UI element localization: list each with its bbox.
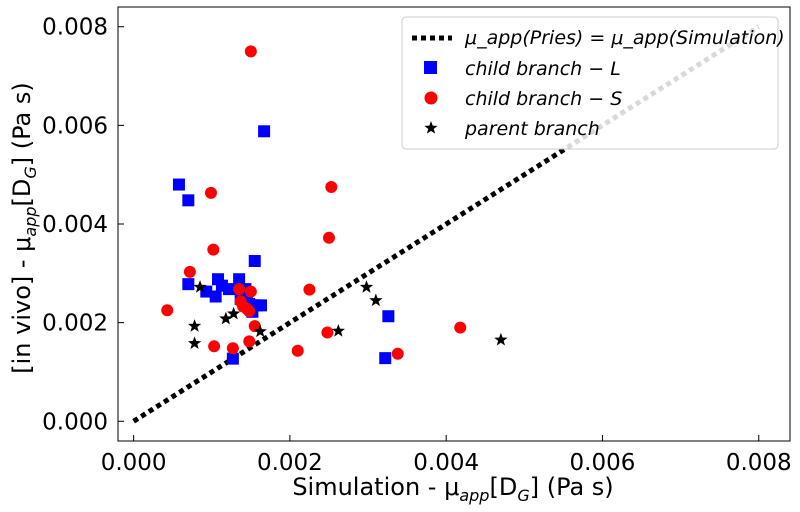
child-l-point xyxy=(379,352,392,365)
child-l-point xyxy=(254,299,267,312)
x-tick-label: 0.008 xyxy=(726,450,792,476)
data-marks xyxy=(161,45,508,365)
legend-parent-label: parent branch xyxy=(464,118,600,140)
legend-child-s-label: child branch − S xyxy=(465,88,622,110)
child-l-point xyxy=(182,194,195,207)
y-tick-label: 0.006 xyxy=(42,113,108,139)
parent-branch-point xyxy=(187,319,202,332)
parent-branch-point xyxy=(494,332,508,346)
legend: μ_app(Pries) = μ_app(Simulation) child b… xyxy=(401,16,785,150)
parent-branch-point xyxy=(193,280,207,293)
child-l-point xyxy=(258,125,271,138)
child-s-point xyxy=(291,344,304,357)
child-s-point xyxy=(243,335,256,348)
x-tick-label: 0.002 xyxy=(257,450,323,476)
child-l-point xyxy=(200,285,213,298)
child-s-point xyxy=(207,243,220,256)
child-l-point xyxy=(233,273,246,286)
legend-child-l-swatch xyxy=(424,61,437,74)
child-s-point xyxy=(244,285,257,298)
parent-branch-point xyxy=(226,306,241,320)
parent-branch-point xyxy=(253,324,267,338)
x-tick-label: 0.000 xyxy=(101,450,167,476)
child-l-point xyxy=(172,178,185,191)
parent-branch-point xyxy=(331,324,346,337)
parent-branch-point xyxy=(219,311,233,325)
y-tick-label: 0.000 xyxy=(42,409,108,435)
child-s-point xyxy=(244,45,257,58)
child-s-point xyxy=(243,305,256,318)
child-s-point xyxy=(454,321,467,334)
child-l-point xyxy=(382,310,395,323)
legend-box xyxy=(401,16,779,150)
child-l-point xyxy=(182,278,195,291)
child-l-point xyxy=(209,290,222,303)
parent-branch-point xyxy=(359,280,374,293)
child-s-point xyxy=(204,186,217,199)
child-s-point xyxy=(183,265,196,278)
child-s-point xyxy=(325,181,338,194)
axes: 0.000 0.002 0.004 0.006 0.008 0.000 0.002 0.004… xyxy=(42,6,792,476)
y-axis-label: [in vivo] - μapp[DG] (Pa s) xyxy=(8,82,40,374)
child-s-point xyxy=(233,283,246,296)
child-s-point xyxy=(161,304,174,317)
x-tick-label: 0.006 xyxy=(570,450,636,476)
legend-identity-line-label: μ_app(Pries) = μ_app(Simulation) xyxy=(464,27,785,49)
child-s-point xyxy=(322,231,335,244)
y-tick-label: 0.008 xyxy=(42,15,108,41)
parent-branch-point xyxy=(369,293,383,307)
child-l-point xyxy=(248,254,261,267)
child-l-point xyxy=(222,283,235,296)
child-l-point xyxy=(226,352,239,365)
child-s-point xyxy=(391,347,404,360)
x-tick-label: 0.004 xyxy=(413,450,479,476)
legend-child-l-label: child branch − L xyxy=(465,58,621,80)
child-s-point xyxy=(321,326,334,339)
legend-child-s-swatch xyxy=(424,91,438,105)
parent-branch-point xyxy=(187,336,202,350)
y-tick-label: 0.004 xyxy=(42,212,108,238)
child-s-point xyxy=(226,342,239,355)
x-axis-label: Simulation - μapp[DG] (Pa s) xyxy=(292,473,613,505)
child-s-point xyxy=(208,340,221,353)
legend-parent-swatch xyxy=(424,121,438,134)
y-tick-label: 0.002 xyxy=(42,311,108,337)
child-s-point xyxy=(303,283,316,296)
child-s-point xyxy=(248,320,261,333)
